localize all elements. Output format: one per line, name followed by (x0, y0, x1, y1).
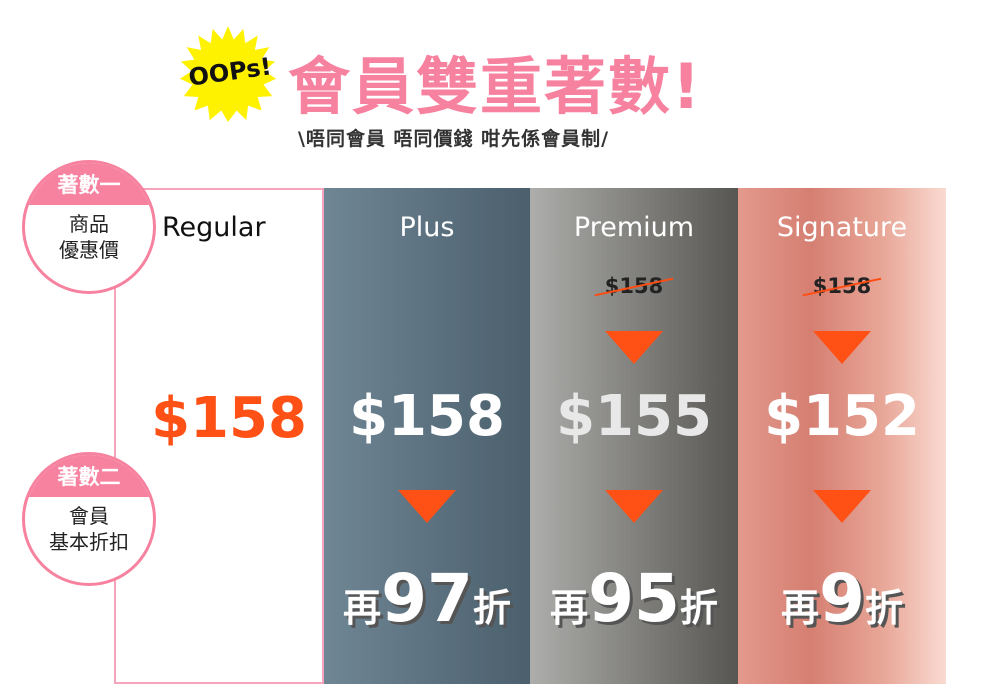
original-price: $158 (738, 274, 946, 298)
page-subtitle: \唔同會員 唔同價錢 咁先係會員制/ (298, 128, 610, 150)
tier-price: $158 (151, 386, 307, 451)
starburst-icon (180, 26, 276, 122)
member-discount: 再9折 (781, 560, 903, 637)
down-arrow-icon (813, 331, 871, 364)
badge-line: 會員 (69, 504, 109, 528)
tier-name: Premium (573, 212, 695, 243)
tier-column-regular: Regular $158 (114, 188, 324, 684)
tier-price: $155 (556, 384, 712, 449)
tier-name: Signature (776, 212, 908, 243)
badge-head: 著數一 (25, 163, 153, 205)
badge-line: 商品 (69, 212, 109, 236)
tier-name: Regular (162, 212, 266, 243)
member-discount: 再95折 (550, 560, 718, 637)
tier-name: Plus (399, 212, 455, 243)
down-arrow-icon (605, 490, 663, 523)
tier-column-signature: Signature $158 $152 再9折 (738, 188, 946, 684)
perk-badge-one: 著數一 商品 優惠價 (22, 160, 156, 294)
tier-price: $152 (764, 384, 920, 449)
perk-badge-two: 著數二 會員 基本折扣 (22, 452, 156, 586)
down-arrow-icon (398, 490, 456, 523)
badge-line: 優惠價 (59, 238, 119, 262)
page-title: 會員雙重著數! (288, 50, 703, 123)
tier-column-plus: Plus $158 再97折 (324, 188, 530, 684)
badge-line: 基本折扣 (49, 530, 129, 554)
member-discount: 再97折 (343, 560, 511, 637)
tier-price: $158 (349, 384, 505, 449)
down-arrow-icon (813, 490, 871, 523)
down-arrow-icon (605, 331, 663, 364)
original-price: $158 (530, 274, 738, 298)
tier-column-premium: Premium $158 $155 再95折 (530, 188, 738, 684)
